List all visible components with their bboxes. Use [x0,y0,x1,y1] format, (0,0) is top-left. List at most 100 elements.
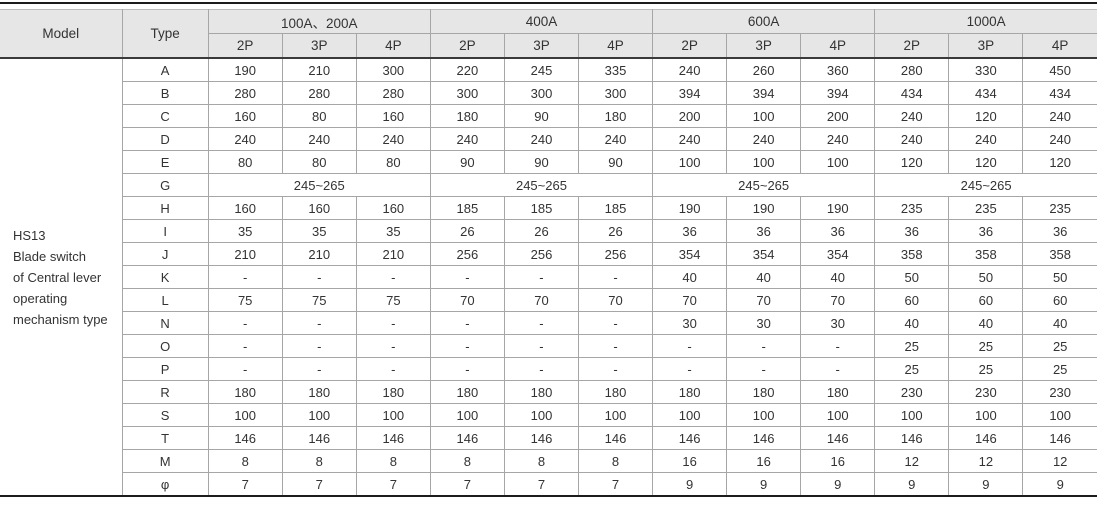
value-cell: 12 [874,449,950,473]
value-cell: 160 [207,196,283,220]
value-cell: 240 [1022,104,1097,128]
value-cell: 240 [652,57,728,82]
value-cell: 434 [948,81,1024,105]
type-cell-B: B [121,81,209,105]
value-cell: 146 [281,426,357,450]
value-cell: 75 [281,288,357,312]
value-cell: 235 [874,196,950,220]
value-cell: 230 [874,380,950,404]
table-row-A: HS13 Blade switch of Central lever operatin… [0,57,1097,497]
model-cell-line: HS13 [13,227,46,243]
table-row-O: O - - - - - - - - -25 25 25 [0,334,1097,358]
pole-header-g1-3p: 3P [503,33,580,59]
table-row-D: D 240 240 240 240 240 240 240 240 240 240 240 240 [0,127,1097,151]
value-cell: 40 [652,265,728,289]
value-cell: 100 [874,403,950,427]
value-cell: 36 [726,219,802,243]
value-cell: 256 [577,242,654,266]
type-cell-R: R [121,380,209,404]
value-cell: 146 [874,426,950,450]
value-cell: - [503,265,580,289]
type-cell-C: C [121,104,209,128]
value-cell: 240 [874,127,950,151]
table-row-H: H 160 160 160 185 185 185 190 190 190 235 235 235 [0,196,1097,220]
type-cell-M: M [121,449,209,473]
model-cell: HS13 Blade switch of Central lever operatin… [0,57,123,497]
value-cell: 9 [726,472,802,497]
pole-header-g1-2p: 2P [429,33,505,59]
value-cell: 9 [800,472,876,497]
value-cell: 100 [726,104,802,128]
value-cell: - [503,311,580,335]
value-cell: - [503,334,580,358]
value-cell: 36 [874,219,950,243]
value-cell: 200 [800,104,876,128]
value-cell: 9 [652,472,728,497]
value-cell: 40 [874,311,950,335]
value-cell: - [429,265,505,289]
value-cell: 180 [577,380,654,404]
value-cell: 12 [948,449,1024,473]
value-cell: - [429,334,505,358]
value-cell: 146 [726,426,802,450]
value-cell: 180 [281,380,357,404]
value-cell: 120 [874,150,950,174]
value-cell: 36 [1022,219,1097,243]
value-cell: - [429,311,505,335]
value-cell: 280 [874,57,950,82]
value-cell: - [355,311,431,335]
value-cell: 120 [948,150,1024,174]
value-cell: 146 [1022,426,1097,450]
table-row-K: K - - - - - -40 40 40 50 50 50 [0,265,1097,289]
value-cell: - [429,357,505,381]
value-cell: 90 [503,104,580,128]
model-cell-line: operating [13,290,68,306]
value-cell: 146 [429,426,505,450]
value-cell: 100 [503,403,580,427]
group-header-100a-200a: 100A、200A [207,9,431,34]
value-cell: 245~265 [652,173,876,197]
value-cell: 120 [1022,150,1097,174]
value-cell: 240 [652,127,728,151]
value-cell: 25 [1022,357,1097,381]
table-row-G: G 245~265 245~265 245~265 245~265 [0,173,1097,197]
value-cell: 180 [429,380,505,404]
value-cell: - [281,357,357,381]
value-cell: 75 [355,288,431,312]
value-cell: 300 [577,81,654,105]
value-cell: 35 [281,219,357,243]
value-cell: 8 [429,449,505,473]
value-cell: 240 [800,127,876,151]
value-cell: 200 [652,104,728,128]
value-cell: 235 [1022,196,1097,220]
value-cell: 240 [726,127,802,151]
value-cell: - [355,357,431,381]
value-cell: 26 [577,219,654,243]
value-cell: 240 [207,127,283,151]
value-cell: 240 [948,127,1024,151]
value-cell: 335 [577,57,654,82]
model-cell-line: of Central lever [13,269,102,285]
value-cell: 90 [429,150,505,174]
value-cell: 300 [355,57,431,82]
value-cell: 360 [800,57,876,82]
table-header: Model Type 100A、200A 400A 600A 1000A 2P 3… [0,9,1097,59]
pole-header-g0-4p: 4P [355,33,431,59]
type-cell-T: T [121,426,209,450]
type-column-header: Type [121,9,209,59]
value-cell: 146 [207,426,283,450]
value-cell: 70 [429,288,505,312]
value-cell: 100 [1022,403,1097,427]
model-cell-line: mechanism type [13,311,108,327]
value-cell: 256 [429,242,505,266]
value-cell: 9 [1022,472,1097,497]
table-row-P: P - - - - - - - - -25 25 25 [0,357,1097,381]
type-cell-K: K [121,265,209,289]
value-cell: 40 [948,311,1024,335]
value-cell: 220 [429,57,505,82]
value-cell: 245 [503,57,580,82]
group-header-400a: 400A [429,9,654,34]
value-cell: 245~265 [429,173,654,197]
value-cell: 70 [726,288,802,312]
value-cell: 7 [207,472,283,497]
